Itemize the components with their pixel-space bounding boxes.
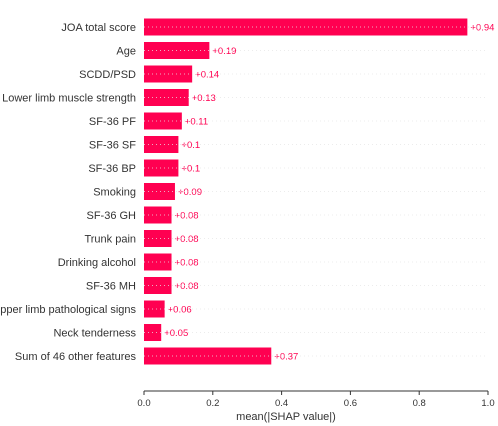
bar-value-label: +0.1	[181, 164, 200, 175]
bar	[144, 183, 175, 200]
bar	[144, 112, 182, 130]
bar-value-label: +0.1	[181, 140, 200, 151]
bar-value-label: +0.19	[212, 46, 236, 57]
x-tick-label: 1.0	[481, 398, 494, 409]
bar	[144, 206, 172, 224]
x-tick-label: 0.4	[275, 398, 288, 409]
bar	[144, 230, 172, 247]
bar	[144, 347, 272, 365]
category-label: Neck tenderness	[53, 328, 136, 340]
category-label: Drinking alcohol	[58, 257, 136, 269]
category-label: Lower limb muscle strength	[2, 93, 136, 105]
bars-group	[144, 18, 468, 365]
bar	[144, 300, 165, 318]
bar-value-label: +0.05	[164, 328, 188, 339]
category-label: SF-36 BP	[88, 163, 136, 175]
bar	[144, 253, 172, 271]
bar-value-label: +0.09	[178, 187, 202, 198]
category-labels: JOA total score Age SCDD/PSD Lower limb mus…	[0, 22, 137, 363]
category-label: Sum of 46 other features	[15, 351, 137, 363]
bar-value-label: +0.06	[168, 305, 192, 316]
category-label: Age	[116, 46, 136, 58]
category-label: SF-36 GH	[86, 210, 136, 222]
x-tick-label: 0.6	[344, 398, 357, 409]
category-label: SCDD/PSD	[79, 69, 136, 81]
category-label: JOA total score	[61, 22, 136, 34]
x-tick-label: 0.0	[137, 398, 150, 409]
x-tick-label: 0.8	[413, 398, 426, 409]
bar-value-label: +0.08	[175, 211, 199, 222]
bar-value-label: +0.13	[192, 93, 216, 104]
bar	[144, 136, 179, 153]
bar	[144, 277, 172, 294]
category-label: Trunk pain	[84, 234, 136, 246]
category-label: SF-36 SF	[89, 140, 136, 152]
category-label: Smoking	[93, 187, 136, 199]
bar-value-label: +0.08	[175, 258, 199, 269]
x-axis-ticks: 0.0 0.2 0.4 0.6 0.8 1.0	[137, 391, 495, 409]
bar-value-label: +0.37	[274, 352, 298, 363]
category-guides	[144, 26, 488, 357]
bar	[144, 18, 468, 36]
x-tick-label: 0.2	[206, 398, 219, 409]
value-labels: +0.94 +0.19 +0.14 +0.13 +0.11 +0.1 +0.1 +0.09 +0…	[164, 23, 494, 363]
bar-value-label: +0.11	[185, 117, 208, 128]
x-axis-title: mean(|SHAP value|)	[236, 411, 336, 423]
category-label: SF-36 MH	[86, 281, 136, 293]
bar-value-label: +0.94	[470, 23, 494, 34]
category-label: SF-36 PF	[89, 116, 136, 128]
bar	[144, 89, 189, 106]
category-label: Upper limb pathological signs	[0, 304, 137, 316]
bar-value-label: +0.08	[175, 281, 199, 292]
bar-value-label: +0.08	[175, 234, 199, 245]
bar-value-label: +0.14	[195, 70, 219, 81]
bar	[144, 159, 179, 177]
